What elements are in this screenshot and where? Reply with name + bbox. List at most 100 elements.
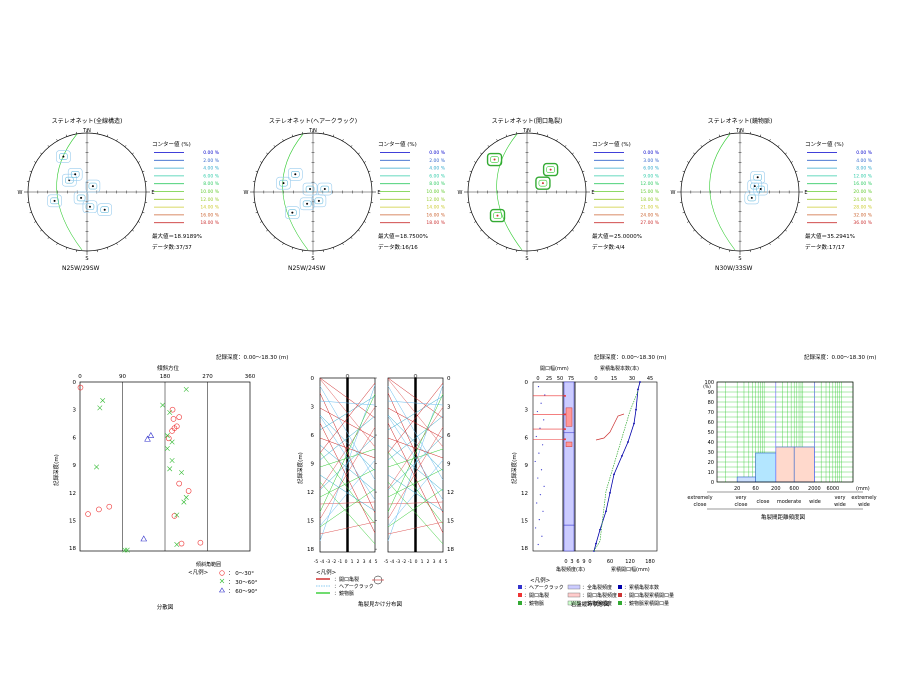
max-value: 最大値＝18.7500% <box>378 232 428 240</box>
max-value: 最大値＝25.0000% <box>592 232 642 240</box>
circle-tick <box>777 237 780 239</box>
hair-crack-point <box>537 477 539 479</box>
fracture-trace <box>319 488 376 528</box>
circle-tick <box>40 152 42 155</box>
y-tick-label: 6 <box>73 435 77 441</box>
contour <box>56 150 71 163</box>
legend-header: 傾斜角範囲 <box>196 561 221 568</box>
vein-cumulative-line <box>593 390 639 552</box>
fracture-trace <box>319 415 376 501</box>
scatter-point-low <box>169 406 176 413</box>
circle-tick <box>718 247 721 250</box>
contour-legend-value: 16.00 % <box>853 181 872 187</box>
circle-tick <box>350 237 353 239</box>
category-label: close <box>735 502 748 508</box>
x-tick-label: 60 <box>752 486 758 492</box>
contour-legend-value: 12.00 % <box>200 197 219 203</box>
scatter-point-low <box>96 506 102 513</box>
scatter-point-mid <box>94 464 100 470</box>
circle-tick <box>785 152 787 155</box>
circle-tick <box>29 170 32 173</box>
pole-point <box>62 155 65 158</box>
x-tick-label: 1 <box>351 559 354 565</box>
cumulative-count-point <box>605 510 607 513</box>
circle-tick <box>363 161 366 163</box>
hair-crack-point <box>539 427 541 429</box>
circle-tick <box>368 170 371 173</box>
contour-legend-value: 28.00 % <box>853 205 872 211</box>
circle-tick <box>282 139 284 142</box>
fracture-trace <box>387 521 444 535</box>
contour-legend-value: 32.00 % <box>853 212 872 218</box>
circle-tick <box>572 152 574 155</box>
category-label: close <box>757 499 770 505</box>
legend-icon <box>618 601 622 605</box>
legend-item: ：全亀裂頻度 <box>582 584 612 591</box>
cumulative-count-point <box>595 542 597 545</box>
contour <box>70 171 80 178</box>
circle-tick <box>505 134 508 137</box>
panel-title: 分散図 <box>157 603 174 611</box>
contour <box>50 197 59 205</box>
contour-legend-value: 4.00 % <box>429 166 445 172</box>
contour <box>546 166 555 173</box>
circle-tick <box>358 229 360 232</box>
great-circle <box>496 133 523 251</box>
circle-tick <box>469 211 472 214</box>
south-label: S <box>738 256 741 262</box>
x-tick-label: 1 <box>421 559 424 565</box>
circle-tick <box>40 229 42 232</box>
fracture-trace <box>319 378 376 448</box>
bottom-left-tick: 6 <box>576 559 579 565</box>
circle-tick <box>260 161 263 163</box>
circle-tick <box>582 211 585 214</box>
scatter-point-low <box>176 480 182 487</box>
category-label: wide <box>858 502 870 508</box>
x-tick-label: 2000 <box>808 486 821 492</box>
hair-crack-point <box>544 394 546 396</box>
contour <box>490 156 499 163</box>
aperture-point <box>564 394 566 397</box>
circle-tick <box>363 221 366 223</box>
cumulative-count-point <box>635 408 637 411</box>
circle-tick <box>790 161 793 163</box>
circle-tick <box>709 139 711 142</box>
chart-frame <box>716 381 854 483</box>
category-label: very <box>735 495 746 501</box>
circle-tick <box>47 145 50 147</box>
y-tick-label: 0 <box>711 480 714 486</box>
x-tick-label: -4 <box>390 559 395 565</box>
depth-range-label: 記録深度：0.00～18.30 (m) <box>594 353 666 361</box>
pole-point <box>91 185 94 188</box>
circle-tick <box>505 247 508 250</box>
circle-tick <box>350 145 353 147</box>
contour-legend-value: 24.00 % <box>853 197 872 203</box>
pole-point <box>294 173 297 176</box>
scatter-point-mid <box>183 494 189 500</box>
contour <box>320 185 330 193</box>
bottom-right-tick: 60 <box>607 559 613 565</box>
legend-icon <box>618 585 622 589</box>
circle-tick <box>759 247 762 250</box>
strike-label: N30W/33SW <box>715 265 753 272</box>
scatter-point-low <box>176 414 182 420</box>
circle-tick <box>106 134 109 137</box>
scatter-point-low <box>85 511 91 517</box>
cumulative-frame <box>574 381 658 552</box>
circle-tick <box>474 221 477 223</box>
x-unit-label: (mm) <box>856 486 870 492</box>
scatter-point-high <box>147 431 155 438</box>
top-left-tick: 50 <box>557 376 563 382</box>
fracture-trace <box>387 382 444 454</box>
contour-legend-value: 12.00 % <box>853 173 872 179</box>
y-tick-label: 0 <box>525 380 529 386</box>
contour-legend-value: 21.00 % <box>640 205 659 211</box>
pole-point <box>74 173 77 176</box>
contour <box>88 182 98 190</box>
y-tick-label: 90 <box>708 390 714 396</box>
hair-crack-point <box>538 452 540 454</box>
y-tick-label: 70 <box>708 410 714 416</box>
circle-tick <box>358 152 360 155</box>
circle-tick <box>142 211 145 214</box>
strike-label: N25W/24SW <box>288 265 326 272</box>
